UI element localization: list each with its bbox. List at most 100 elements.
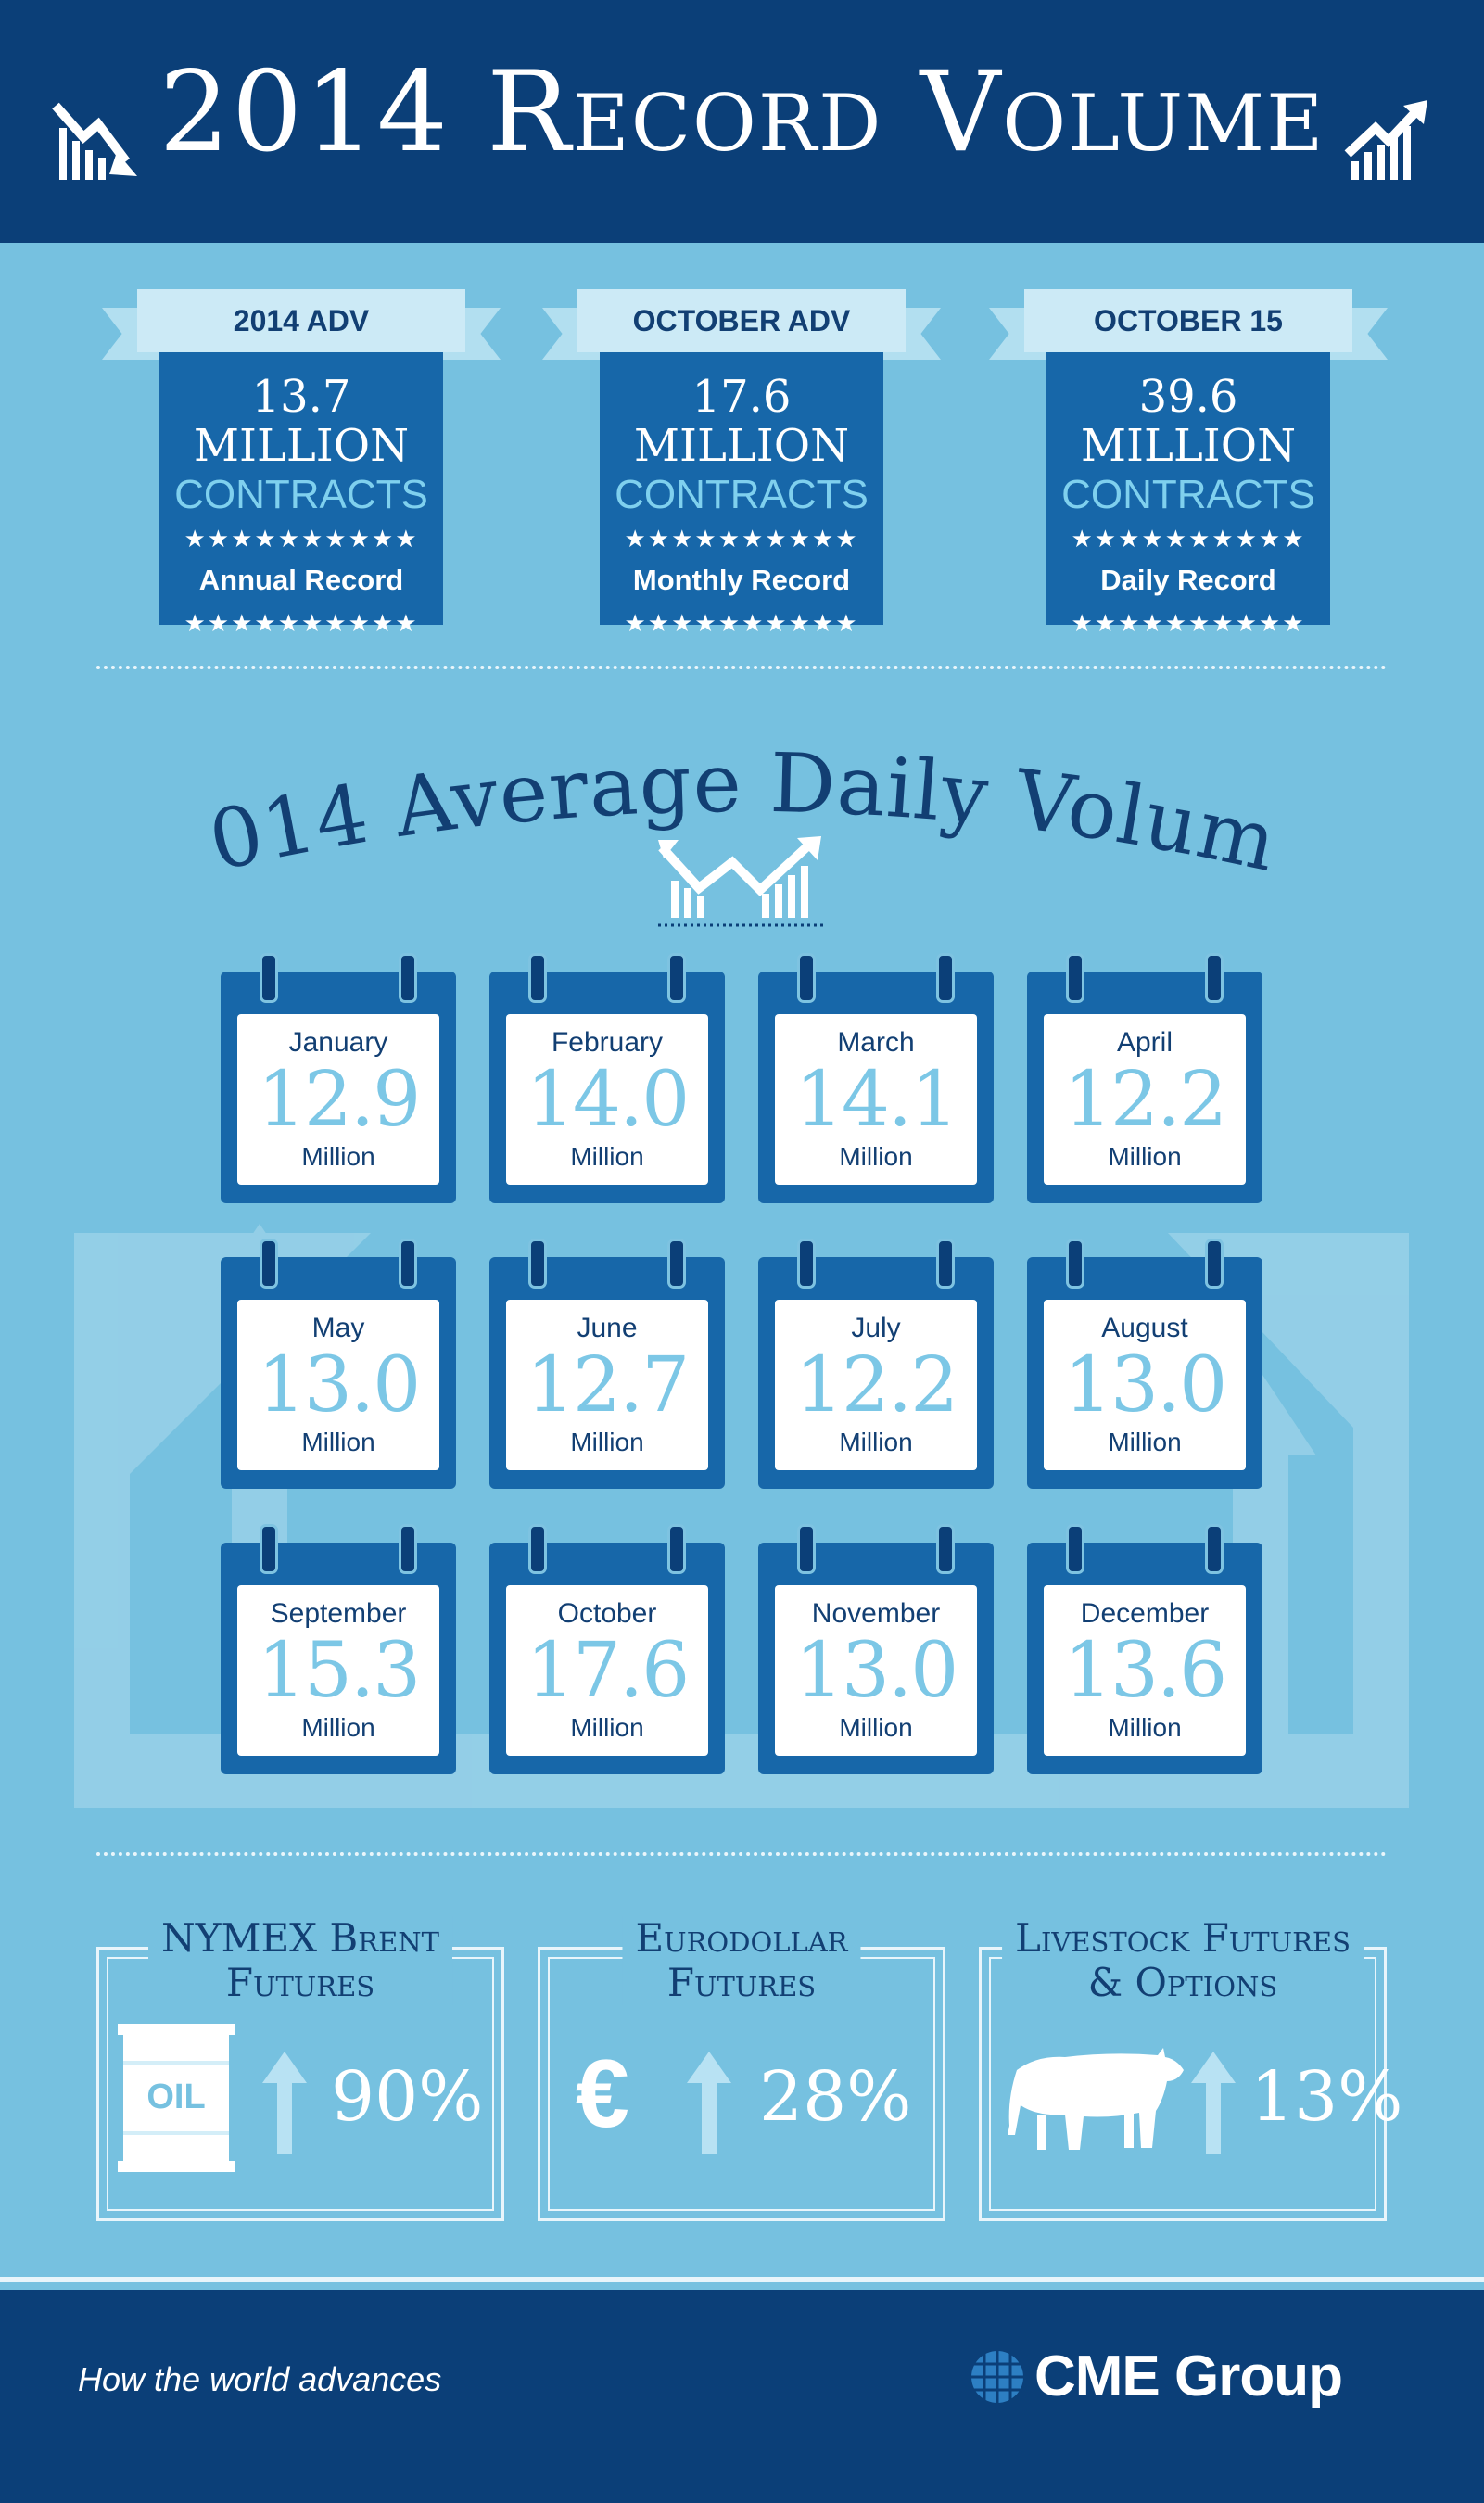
calendar-february: February 14.0 Million	[489, 953, 725, 1203]
stat-value: 39.6 MILLION	[1080, 371, 1297, 472]
chart-down-icon	[52, 102, 137, 180]
stat-value: 13.7 MILLION	[193, 371, 410, 472]
header-banner: 2014 Record Volume	[0, 0, 1484, 243]
calendar-unit: Million	[570, 1428, 644, 1456]
calendar-value: 14.0	[526, 1056, 691, 1144]
calendar-month: June	[577, 1313, 638, 1343]
calendar-unit: Million	[570, 1142, 644, 1171]
euro-icon: €	[576, 2040, 629, 2148]
futures-eurodollar: Eurodollar Futures € 28%	[538, 1916, 945, 2221]
futures-brent: NYMEX Brent Futures OIL 90%	[96, 1916, 504, 2221]
stars-divider: ★★★★★★★★★★	[1071, 608, 1306, 637]
calendar-july: July 12.2 Million	[758, 1239, 994, 1489]
page-title: 2014 Record Volume	[159, 48, 1325, 177]
calendar-month: October	[557, 1598, 657, 1629]
calendar-value: 13.6	[1063, 1627, 1228, 1715]
calendar-value: 12.2	[794, 1341, 959, 1429]
oil-barrel-icon: OIL	[118, 2024, 235, 2172]
chart-up-icon	[1344, 100, 1427, 180]
calendar-value: 12.9	[257, 1056, 422, 1144]
calendar-august: August 13.0 Million	[1027, 1239, 1262, 1489]
stars-divider: ★★★★★★★★★★	[624, 608, 859, 637]
stat-unit: CONTRACTS	[615, 471, 869, 517]
calendar-value: 13.0	[1063, 1341, 1228, 1429]
calendar-june: June 12.7 Million	[489, 1239, 725, 1489]
calendar-month: April	[1116, 1027, 1173, 1058]
calendar-value: 17.6	[526, 1627, 691, 1715]
dotted-divider	[96, 666, 1387, 669]
stars-divider: ★★★★★★★★★★	[624, 524, 859, 553]
stat-heading: OCTOBER ADV	[577, 289, 906, 352]
calendar-september: September 15.3 Million	[221, 1524, 456, 1774]
futures-change: 13%	[1250, 2057, 1403, 2137]
line-chart-icon	[658, 836, 825, 927]
oil-label: OIL	[146, 2077, 206, 2116]
calendar-month: September	[270, 1598, 407, 1629]
futures-livestock: Livestock Futures & Options 13%	[979, 1916, 1402, 2221]
footer: How the world advances CME Group	[0, 2290, 1484, 2503]
tagline: How the world advances	[78, 2360, 442, 2398]
calendar-unit: Million	[1108, 1142, 1182, 1171]
calendar-value: 13.0	[257, 1341, 422, 1429]
svg-text:2014 Average Daily Volume: 2014 Average Daily Volume	[0, 714, 1286, 890]
futures-change: 28%	[759, 2057, 912, 2137]
section-title-text: 2014 Average Daily Volume	[0, 714, 1285, 890]
calendar-january: January 12.9 Million	[221, 953, 456, 1203]
stars-divider: ★★★★★★★★★★	[184, 608, 419, 637]
stat-annual: 2014 ADV 13.7 MILLION CONTRACTS ★★★★★★★★…	[102, 289, 501, 635]
up-arrow-icon	[1191, 2052, 1236, 2154]
cow-icon	[1008, 2048, 1184, 2150]
calendar-month: December	[1080, 1598, 1210, 1629]
calendar-unit: Million	[1108, 1713, 1182, 1742]
stat-monthly: OCTOBER ADV 17.6 MILLION CONTRACTS ★★★★★…	[542, 289, 941, 635]
calendar-december: December 13.6 Million	[1027, 1524, 1262, 1774]
stat-label: Annual Record	[198, 563, 404, 596]
stat-label: Daily Record	[1100, 563, 1276, 596]
calendar-value: 15.3	[257, 1627, 422, 1715]
calendar-unit: Million	[301, 1142, 375, 1171]
calendar-unit: Million	[570, 1713, 644, 1742]
calendar-march: March 14.1 Million	[758, 953, 994, 1203]
logo-text: CME Group	[1034, 2344, 1343, 2408]
calendar-value: 12.2	[1063, 1056, 1228, 1144]
calendar-month: May	[311, 1313, 365, 1343]
calendar-unit: Million	[839, 1428, 913, 1456]
calendar-month: March	[837, 1027, 915, 1058]
cme-group-logo[interactable]: CME Group	[970, 2334, 1368, 2423]
futures-title: NYMEX Brent Futures	[148, 1916, 452, 2005]
stat-unit: CONTRACTS	[1061, 471, 1315, 517]
stat-label: Monthly Record	[632, 563, 851, 596]
stat-heading: 2014 ADV	[137, 289, 465, 352]
calendar-unit: Million	[839, 1142, 913, 1171]
calendar-october: October 17.6 Million	[489, 1524, 725, 1774]
calendar-month: August	[1101, 1313, 1188, 1343]
calendar-value: 12.7	[526, 1341, 691, 1429]
stat-value: 17.6 MILLION	[633, 371, 850, 472]
up-arrow-icon	[687, 2052, 731, 2154]
calendar-unit: Million	[301, 1713, 375, 1742]
calendar-month: January	[288, 1027, 388, 1058]
dotted-divider	[96, 1852, 1387, 1856]
futures-title: Eurodollar Futures	[622, 1916, 861, 2005]
stars-divider: ★★★★★★★★★★	[1071, 524, 1306, 553]
calendar-month: July	[851, 1313, 901, 1343]
calendar-month: February	[551, 1027, 664, 1058]
futures-change: 90%	[331, 2057, 484, 2137]
calendar-unit: Million	[301, 1428, 375, 1456]
calendar-month: November	[811, 1598, 941, 1629]
calendar-value: 13.0	[794, 1627, 959, 1715]
calendar-value: 14.1	[794, 1056, 959, 1144]
calendar-november: November 13.0 Million	[758, 1524, 994, 1774]
futures-title: Livestock Futures & Options	[1002, 1916, 1364, 2005]
globe-icon	[971, 2351, 1023, 2403]
footer-divider	[0, 2277, 1484, 2282]
stars-divider: ★★★★★★★★★★	[184, 524, 419, 553]
calendar-unit: Million	[1108, 1428, 1182, 1456]
calendar-april: April 12.2 Million	[1027, 953, 1262, 1203]
up-arrow-icon	[262, 2052, 307, 2154]
stat-heading: OCTOBER 15	[1024, 289, 1352, 352]
stat-unit: CONTRACTS	[174, 471, 428, 517]
stat-daily: OCTOBER 15 39.6 MILLION CONTRACTS ★★★★★★…	[989, 289, 1388, 635]
calendar-may: May 13.0 Million	[221, 1239, 456, 1489]
